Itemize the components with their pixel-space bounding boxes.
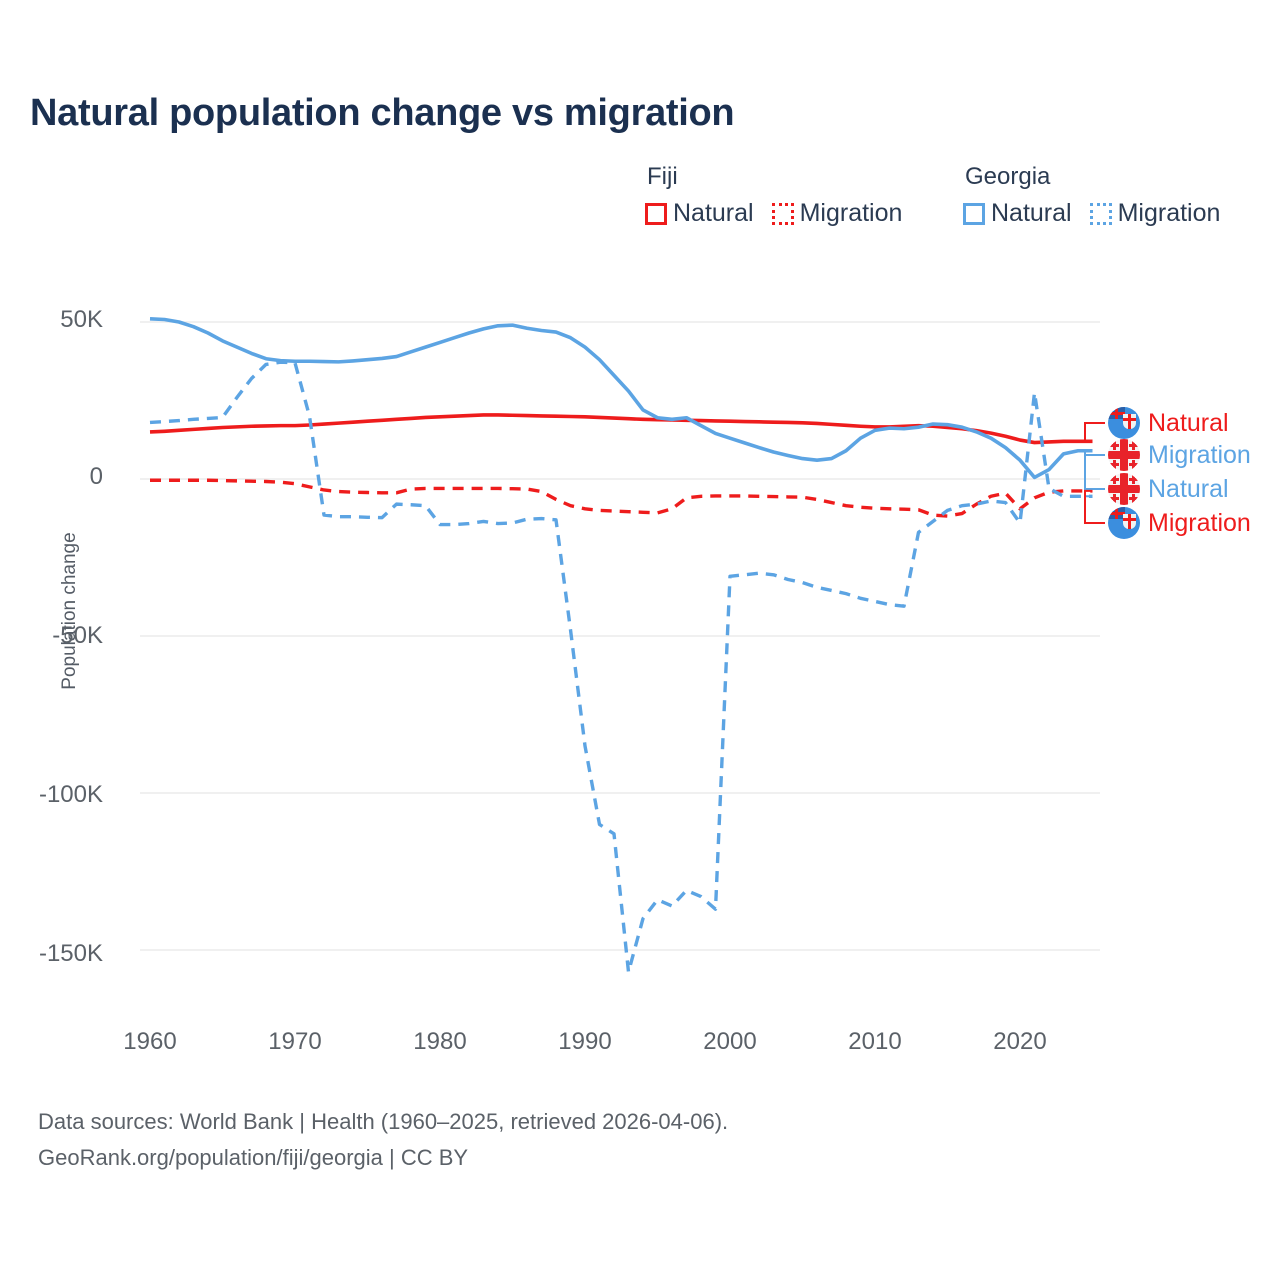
legend-group-fiji: Fiji Natural Migration [645, 163, 902, 228]
footer: Data sources: World Bank | Health (1960–… [38, 1104, 728, 1175]
series-line-fiji-migration [150, 478, 1093, 518]
x-tick-4: 2000 [703, 1028, 757, 1055]
chart-legend: Fiji Natural Migration Georgia Natural [645, 163, 1265, 243]
legend-label: Migration [1117, 199, 1221, 227]
legend-country-georgia: Georgia [965, 163, 1051, 190]
leader-line [1084, 422, 1105, 443]
leader-line [1084, 489, 1105, 524]
legend-swatch-solid-icon [645, 202, 667, 225]
legend-swatch-dotted-icon [1089, 202, 1112, 225]
series-paths [149, 317, 1093, 974]
footer-data-sources: Data sources: World Bank | Health (1960–… [38, 1109, 729, 1134]
series-line-georgia-natural [149, 317, 1093, 480]
legend-label: Migration [799, 199, 903, 227]
y-axis-label: Population change [59, 532, 80, 690]
y-tick-4: -150K [38, 940, 103, 967]
legend-item-fiji-migration[interactable]: Migration [771, 199, 903, 228]
y-tick-1: 0 [89, 463, 103, 490]
legend-label: Natural [991, 199, 1072, 227]
x-tick-1: 1970 [268, 1028, 322, 1055]
x-tick-0: 1960 [123, 1028, 177, 1055]
gridlines [140, 321, 1100, 951]
x-tick-3: 1990 [558, 1028, 612, 1055]
georgia-flag-icon [1108, 439, 1140, 471]
legend-swatch-solid-icon [963, 202, 985, 225]
legend-label: Natural [673, 199, 754, 227]
leader-lines [1084, 422, 1105, 524]
y-tick-0: 50K [60, 306, 103, 333]
footer-attribution: GeoRank.org/population/fiji/georgia | CC… [38, 1144, 469, 1170]
end-label-text: Natural [1148, 474, 1229, 503]
fiji-flag-icon [1108, 407, 1140, 439]
end-label-text: Migration [1148, 440, 1251, 469]
end-label-georgia-natural[interactable]: Natural [1108, 473, 1229, 505]
leader-line [1084, 449, 1105, 490]
end-label-text: Migration [1148, 508, 1251, 537]
legend-group-georgia: Georgia Natural Migration [963, 163, 1220, 228]
end-label-georgia-migration[interactable]: Migration [1108, 439, 1251, 471]
legend-item-georgia-natural[interactable]: Natural [963, 199, 1072, 228]
y-tick-2: -50K [52, 622, 103, 649]
end-label-fiji-migration[interactable]: Migration [1108, 507, 1251, 539]
legend-country-fiji: Fiji [647, 163, 678, 190]
y-tick-3: -100K [38, 781, 103, 808]
fiji-flag-icon [1108, 507, 1140, 539]
series-line-georgia-migration [149, 360, 1093, 974]
end-label-text: Natural [1148, 408, 1229, 437]
page-title: Natural population change vs migration [30, 92, 735, 134]
legend-item-georgia-migration[interactable]: Migration [1089, 199, 1221, 228]
x-tick-5: 2010 [848, 1028, 902, 1055]
end-label-fiji-natural[interactable]: Natural [1108, 407, 1229, 439]
legend-item-fiji-natural[interactable]: Natural [645, 199, 754, 228]
legend-swatch-dotted-icon [771, 202, 794, 225]
georgia-flag-icon [1108, 473, 1140, 505]
series-line-fiji-natural [149, 413, 1093, 445]
x-tick-2: 1980 [413, 1028, 467, 1055]
x-tick-6: 2020 [993, 1028, 1047, 1055]
